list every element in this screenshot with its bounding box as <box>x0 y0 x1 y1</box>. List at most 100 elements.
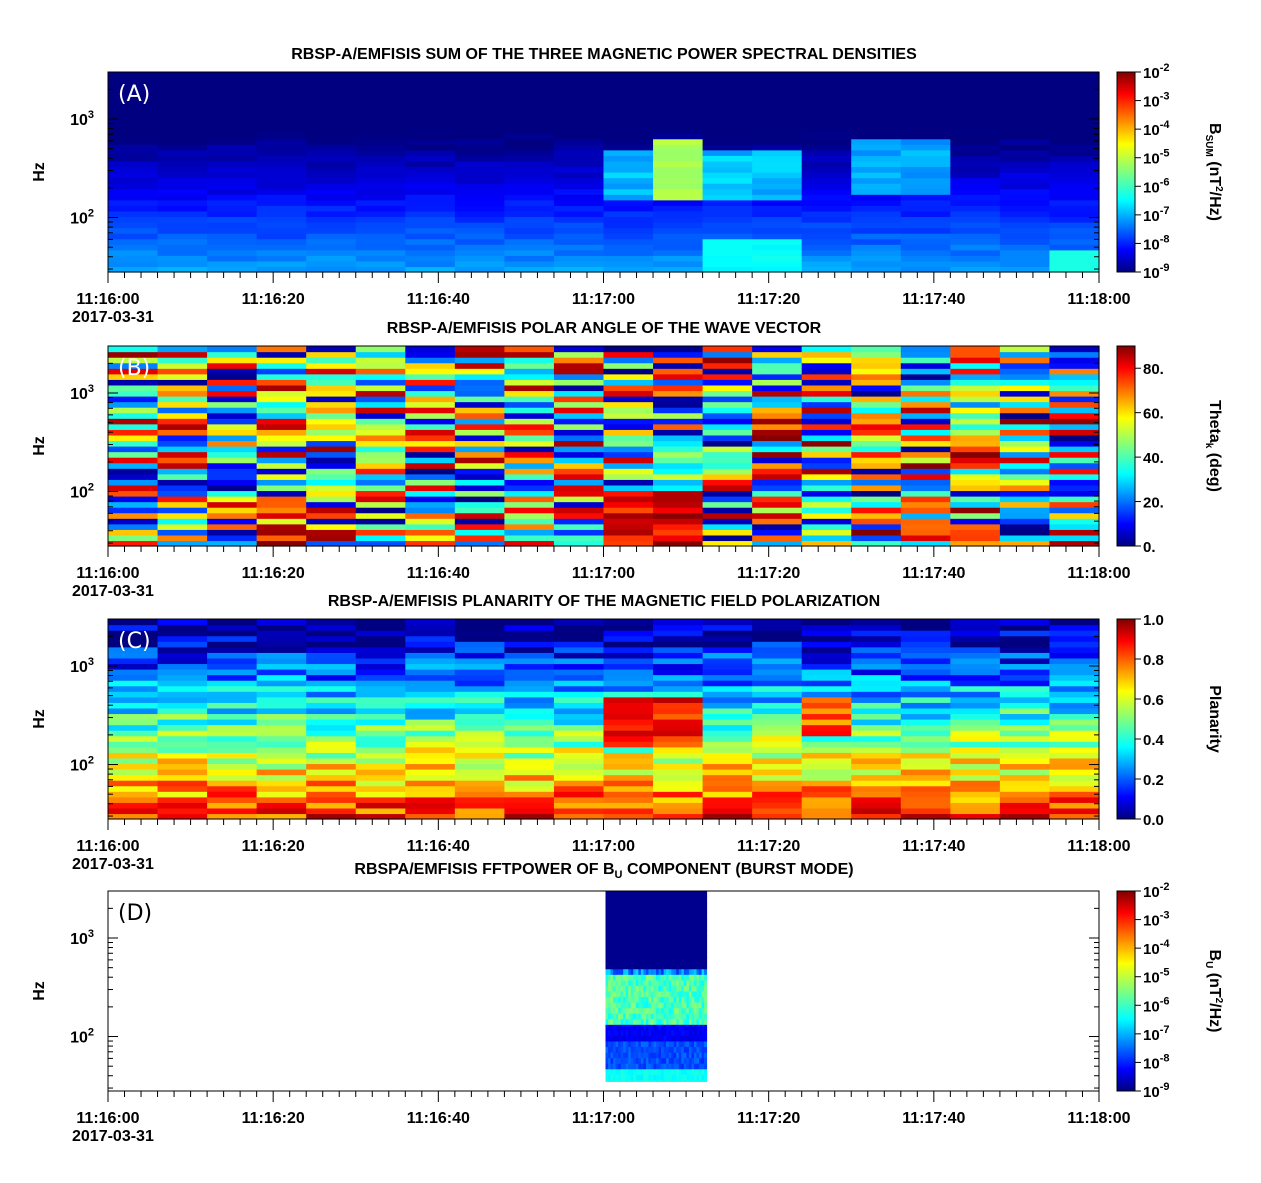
heatmap-cell <box>702 663 753 670</box>
heatmap-cell <box>645 1052 649 1059</box>
heatmap-cell <box>1049 260 1100 268</box>
heatmap-cell <box>900 407 951 414</box>
heatmap-cell <box>900 807 951 815</box>
heatmap-cell <box>701 1074 705 1081</box>
heatmap-cell <box>900 802 951 809</box>
heatmap-cell <box>678 1074 682 1081</box>
heatmap-cell <box>504 72 555 79</box>
heatmap-cell <box>801 457 852 464</box>
heatmap-cell <box>752 390 803 397</box>
heatmap-cell <box>686 1024 690 1031</box>
heatmap-cell <box>676 974 680 981</box>
heatmap-cell <box>623 1041 627 1048</box>
heatmap-cell <box>157 691 208 698</box>
heatmap-cell <box>653 741 704 748</box>
heatmap-cell <box>207 619 258 626</box>
heatmap-cell <box>693 979 697 986</box>
heatmap-cell <box>693 1052 697 1059</box>
heatmap-cell <box>900 401 951 408</box>
heatmap-cell <box>553 496 605 503</box>
heatmap-cell <box>999 652 1051 659</box>
heatmap-cell <box>405 707 456 715</box>
x-tick-label: 11:16:40 <box>407 1110 470 1127</box>
heatmap-cell <box>702 255 753 262</box>
heatmap-cell <box>620 979 624 986</box>
heatmap-cell <box>638 974 642 981</box>
heatmap-cell <box>405 216 456 223</box>
heatmap-cell <box>623 924 627 931</box>
heatmap-cell <box>1049 149 1100 156</box>
heatmap-cell <box>608 1029 612 1036</box>
heatmap-cell <box>645 929 649 936</box>
heatmap-cell <box>613 963 617 970</box>
heatmap-cell <box>504 457 555 464</box>
heatmap-cell <box>256 255 307 262</box>
heatmap-cell <box>645 1079 649 1082</box>
heatmap-cell <box>633 946 637 953</box>
heatmap-cell <box>207 379 258 386</box>
heatmap-cell <box>651 957 655 964</box>
heatmap-cell <box>256 77 307 84</box>
heatmap-cell <box>900 674 951 681</box>
heatmap-cell <box>673 1074 677 1081</box>
x-tick-label: 11:17:40 <box>902 565 965 582</box>
heatmap-cell <box>900 457 951 464</box>
heatmap-cell <box>640 1035 644 1042</box>
heatmap-cell <box>999 429 1051 436</box>
heatmap-cell <box>603 244 654 251</box>
heatmap-cell <box>405 646 456 653</box>
heatmap-cell <box>668 1063 672 1070</box>
heatmap-cell <box>256 635 307 642</box>
heatmap-cell <box>851 652 902 659</box>
heatmap-cell <box>643 1057 647 1064</box>
heatmap-cell <box>900 813 951 820</box>
y-axis-label: Hz <box>31 981 48 1001</box>
heatmap-cell <box>355 702 406 709</box>
heatmap-cell <box>681 902 685 909</box>
heatmap-cell <box>256 144 307 151</box>
heatmap-cell <box>663 1046 667 1053</box>
heatmap-cell <box>681 963 685 970</box>
heatmap-cell <box>801 641 852 648</box>
heatmap-cell <box>673 941 677 948</box>
heatmap-cell <box>635 1002 639 1009</box>
heatmap-cell <box>610 963 614 970</box>
heatmap-cell <box>702 88 753 95</box>
heatmap-cell <box>851 368 902 375</box>
heatmap-cell <box>671 1052 675 1059</box>
heatmap-cell <box>640 946 644 953</box>
heatmap-cell <box>603 216 654 223</box>
heatmap-cell <box>355 490 406 497</box>
heatmap-cell <box>207 468 258 475</box>
heatmap-cell <box>701 957 705 964</box>
heatmap-cell <box>603 702 654 709</box>
heatmap-cell <box>696 968 700 975</box>
heatmap-cell <box>801 540 852 547</box>
heatmap-cell <box>678 957 682 964</box>
heatmap-cell <box>691 968 695 975</box>
heatmap-cell <box>207 763 258 770</box>
heatmap-cell <box>900 757 951 765</box>
heatmap-cell <box>702 512 753 519</box>
heatmap-cell <box>653 88 704 95</box>
heatmap-cell <box>157 183 208 190</box>
panel-title: RBSP-A/EMFISIS SUM OF THE THREE MAGNETIC… <box>291 46 917 63</box>
heatmap-cell <box>950 746 1001 753</box>
heatmap-cell <box>633 1024 637 1031</box>
heatmap-cell <box>663 913 667 920</box>
heatmap-cell <box>640 896 644 903</box>
heatmap-cell <box>900 791 951 798</box>
heatmap-cell <box>207 451 258 458</box>
heatmap-cell <box>628 929 632 936</box>
heatmap-cell <box>900 646 951 653</box>
heatmap-cell <box>553 351 605 358</box>
heatmap-cell <box>851 512 902 519</box>
heatmap-cell <box>1049 216 1100 223</box>
heatmap-cell <box>950 357 1001 364</box>
heatmap-cell <box>999 88 1051 95</box>
heatmap-cell <box>108 384 159 392</box>
heatmap-cell <box>355 160 406 168</box>
heatmap-cell <box>950 473 1001 480</box>
heatmap-cell <box>701 1068 705 1075</box>
heatmap-cell <box>157 249 208 256</box>
